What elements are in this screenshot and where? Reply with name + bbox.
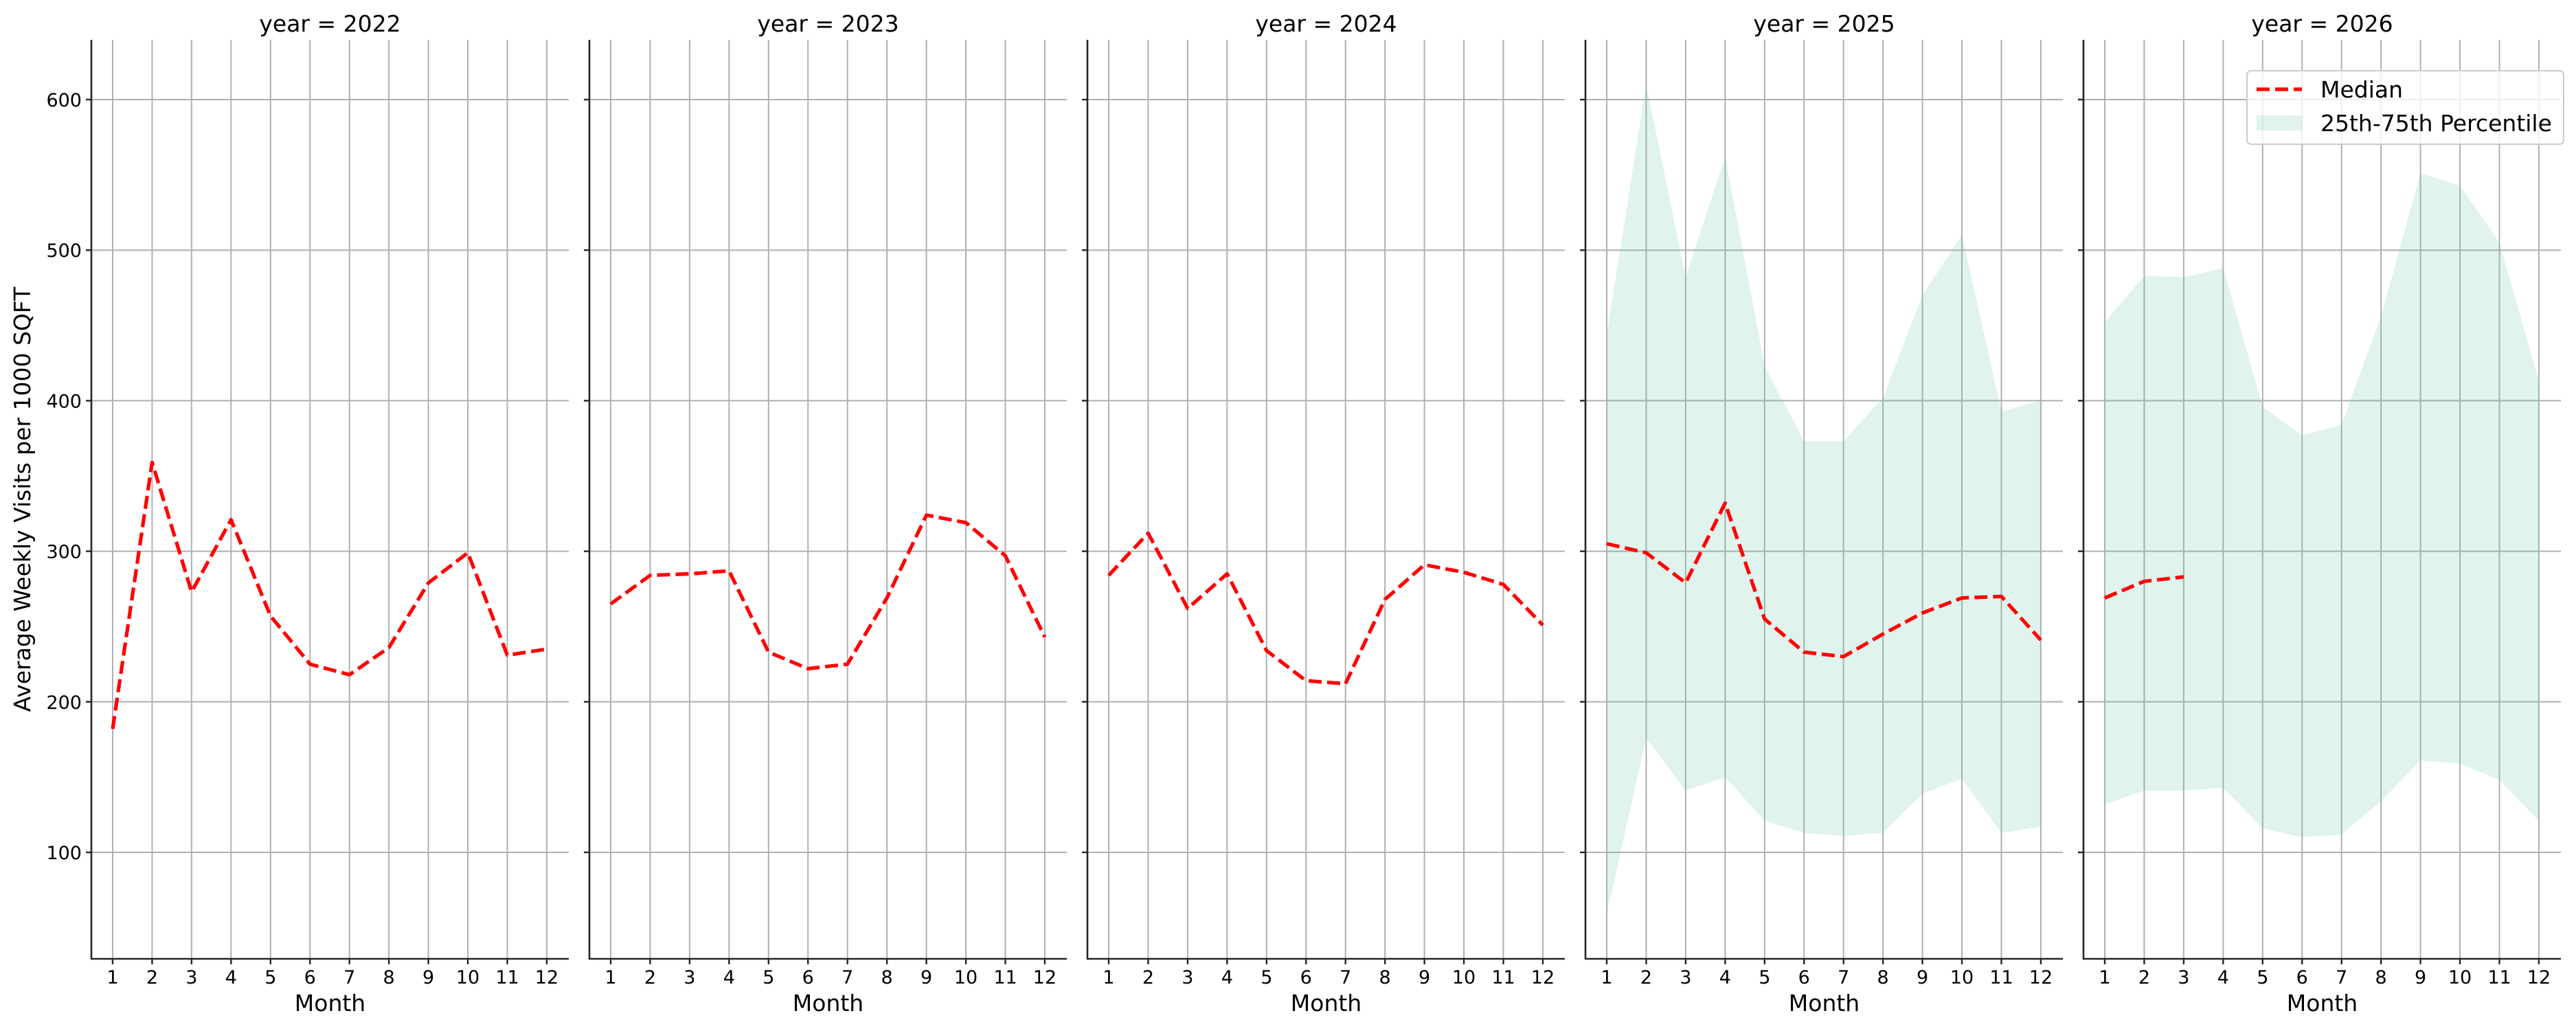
x-tick-label: 11: [1491, 967, 1515, 988]
percentile-band: [1607, 84, 2041, 914]
x-tick-label: 2: [146, 967, 158, 988]
x-tick-label: 9: [1419, 967, 1430, 988]
y-tick-label: 600: [46, 90, 82, 111]
y-axis-label: Average Weekly Visits per 1000 SQFT: [9, 286, 36, 712]
x-tick-label: 12: [535, 967, 558, 988]
x-tick-label: 1: [1601, 967, 1612, 988]
x-tick-label: 5: [264, 967, 276, 988]
x-tick-label: 3: [2178, 967, 2189, 988]
y-tick-label: 100: [46, 843, 82, 864]
x-tick-label: 7: [841, 967, 853, 988]
panel-title: year = 2024: [1255, 10, 1397, 37]
x-tick-label: 5: [1261, 967, 1272, 988]
legend-band-swatch-icon: [2257, 115, 2302, 130]
x-axis-label: Month: [1291, 990, 1362, 1017]
x-tick-label: 12: [1033, 967, 1057, 988]
x-tick-label: 3: [1680, 967, 1691, 988]
x-tick-label: 1: [605, 967, 616, 988]
x-tick-label: 2: [2138, 967, 2150, 988]
x-axis-label: Month: [793, 990, 863, 1017]
x-tick-label: 12: [2029, 967, 2053, 988]
x-tick-label: 6: [1300, 967, 1312, 988]
x-tick-label: 5: [762, 967, 774, 988]
median-line: [1606, 501, 2042, 659]
x-tick-label: 5: [1759, 967, 1770, 988]
x-tick-label: 4: [723, 967, 735, 988]
y-tick-label: 500: [46, 240, 82, 262]
x-tick-label: 8: [2375, 967, 2387, 988]
legend-band-label: 25th-75th Percentile: [2320, 110, 2552, 137]
x-tick-label: 3: [683, 967, 695, 988]
x-tick-label: 6: [1798, 967, 1810, 988]
x-tick-label: 1: [2099, 967, 2110, 988]
x-tick-label: 10: [1452, 967, 1476, 988]
x-tick-label: 4: [2217, 967, 2229, 988]
x-tick-label: 8: [1379, 967, 1391, 988]
x-tick-label: 11: [1989, 967, 2013, 988]
x-tick-label: 2: [644, 967, 656, 988]
x-tick-label: 11: [2487, 967, 2511, 988]
x-tick-label: 10: [456, 967, 479, 988]
x-tick-label: 7: [343, 967, 355, 988]
x-tick-label: 4: [1719, 967, 1731, 988]
x-tick-label: 7: [2336, 967, 2347, 988]
y-tick-label: 200: [46, 692, 82, 714]
x-tick-label: 8: [1877, 967, 1889, 988]
x-tick-label: 8: [383, 967, 395, 988]
x-tick-label: 6: [2296, 967, 2308, 988]
x-axis-label: Month: [295, 990, 365, 1017]
median-line: [1107, 531, 1544, 686]
x-tick-label: 6: [802, 967, 814, 988]
panel-title: year = 2026: [2251, 10, 2393, 37]
x-tick-label: 7: [1340, 967, 1351, 988]
x-tick-label: 12: [1531, 967, 1555, 988]
x-axis-label: Month: [1789, 990, 1860, 1017]
x-tick-label: 5: [2257, 967, 2268, 988]
x-tick-label: 1: [1103, 967, 1114, 988]
x-axis-label: Month: [2287, 990, 2358, 1017]
median-line: [111, 460, 547, 729]
x-tick-label: 11: [495, 967, 519, 988]
x-tick-label: 9: [920, 967, 932, 988]
x-tick-label: 12: [2527, 967, 2551, 988]
panel-title: year = 2025: [1753, 10, 1895, 37]
x-tick-label: 9: [422, 967, 434, 988]
x-tick-label: 3: [185, 967, 197, 988]
legend-median-label: Median: [2320, 76, 2403, 103]
x-tick-label: 2: [1640, 967, 1652, 988]
x-tick-label: 10: [954, 967, 978, 988]
x-tick-label: 10: [1950, 967, 1974, 988]
legend: Median 25th-75th Percentile: [2246, 70, 2564, 145]
panel-title: year = 2023: [757, 10, 899, 37]
x-tick-label: 2: [1142, 967, 1154, 988]
median-line: [609, 513, 1047, 671]
x-tick-label: 1: [106, 967, 118, 988]
x-tick-label: 7: [1838, 967, 1849, 988]
percentile-band: [2105, 173, 2539, 838]
x-tick-label: 4: [1221, 967, 1233, 988]
x-tick-label: 6: [304, 967, 316, 988]
x-tick-label: 11: [993, 967, 1017, 988]
legend-box: [2246, 70, 2564, 145]
x-tick-label: 8: [881, 967, 893, 988]
x-tick-label: 4: [225, 967, 237, 988]
y-tick-label: 400: [46, 391, 82, 412]
x-tick-label: 10: [2448, 967, 2472, 988]
x-tick-label: 9: [2415, 967, 2426, 988]
x-tick-label: 3: [1182, 967, 1193, 988]
median-line: [2103, 575, 2184, 600]
panel-title: year = 2022: [259, 10, 400, 37]
x-tick-label: 9: [1917, 967, 1928, 988]
y-tick-label: 300: [46, 542, 82, 563]
